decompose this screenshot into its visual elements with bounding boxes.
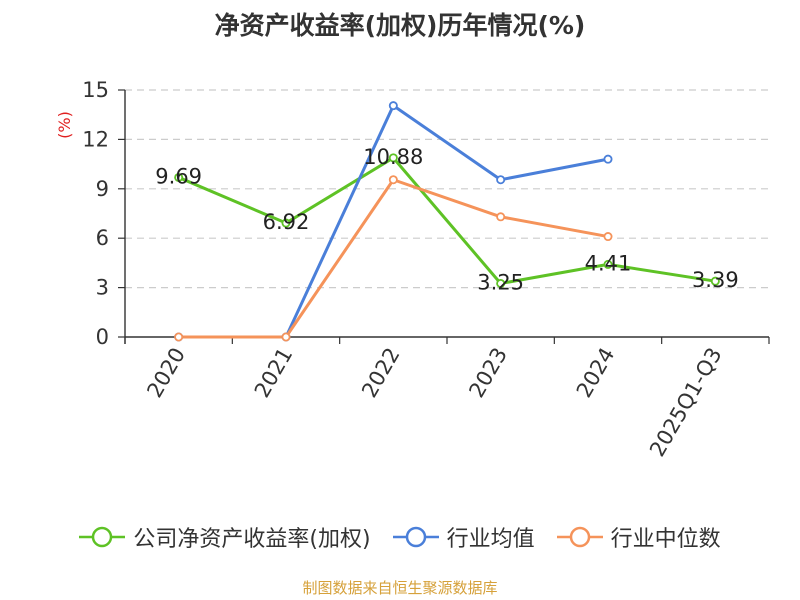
data-label: 3.39 (692, 268, 739, 292)
series (174, 101, 720, 342)
y-tick-label: 0 (96, 325, 109, 349)
data-labels: 9.69 6.92 10.88 3.25 4.41 3.39 (155, 145, 738, 295)
y-tick-label: 12 (82, 127, 109, 151)
data-point (388, 175, 398, 185)
y-tick-label: 6 (96, 226, 109, 250)
legend-swatch (79, 526, 126, 548)
data-point (603, 154, 613, 164)
legend-label: 公司净资产收益率(加权) (133, 527, 371, 552)
legend-swatch (556, 526, 603, 548)
data-label: 10.88 (363, 145, 423, 169)
data-point (603, 259, 613, 269)
axes: 0 3 6 9 12 15 2020 2021 2022 2023 2024 2025Q1-Q3 (82, 78, 770, 461)
series-line-1 (178, 104, 609, 339)
x-tick-label: 2020 (142, 344, 190, 402)
legend-swatch (392, 526, 439, 548)
data-point (281, 218, 291, 228)
chart-title: 净资产收益率(加权)历年情况(%) (214, 11, 586, 40)
series-line-0 (178, 156, 716, 285)
legend-label: 行业中位数 (610, 527, 721, 552)
data-point (710, 276, 720, 286)
legend-item[interactable]: 行业中位数 (556, 521, 721, 553)
y-axis-label: (%) (55, 111, 74, 139)
data-point (496, 212, 506, 222)
grid (125, 89, 769, 289)
y-tick-label: 15 (82, 78, 109, 102)
data-point (174, 332, 184, 342)
data-point (496, 175, 506, 185)
x-tick-label: 2022 (357, 344, 405, 402)
data-point (496, 278, 506, 288)
legend-item[interactable]: 行业均值 (392, 521, 535, 553)
source-note: 制图数据来自恒生聚源数据库 (302, 579, 498, 597)
data-point (388, 153, 398, 163)
data-point (174, 172, 184, 182)
data-point (603, 232, 613, 242)
legend: 公司净资产收益率(加权) 行业均值 行业中位数 (0, 520, 800, 554)
x-tick-label: 2024 (572, 344, 620, 402)
data-label: 6.92 (263, 210, 310, 234)
legend-label: 行业均值 (446, 527, 535, 552)
x-tick-label: 2025Q1-Q3 (645, 344, 727, 461)
data-label: 3.25 (477, 270, 524, 294)
legend-item[interactable]: 公司净资产收益率(加权) (79, 521, 371, 553)
y-tick-label: 9 (96, 177, 109, 201)
x-tick-label: 2021 (250, 344, 298, 402)
y-tick-label: 3 (96, 276, 109, 300)
x-tick-label: 2023 (464, 343, 512, 401)
data-label: 4.41 (585, 251, 632, 275)
data-label: 9.69 (155, 164, 202, 188)
data-point (388, 101, 398, 111)
data-point (281, 332, 291, 342)
